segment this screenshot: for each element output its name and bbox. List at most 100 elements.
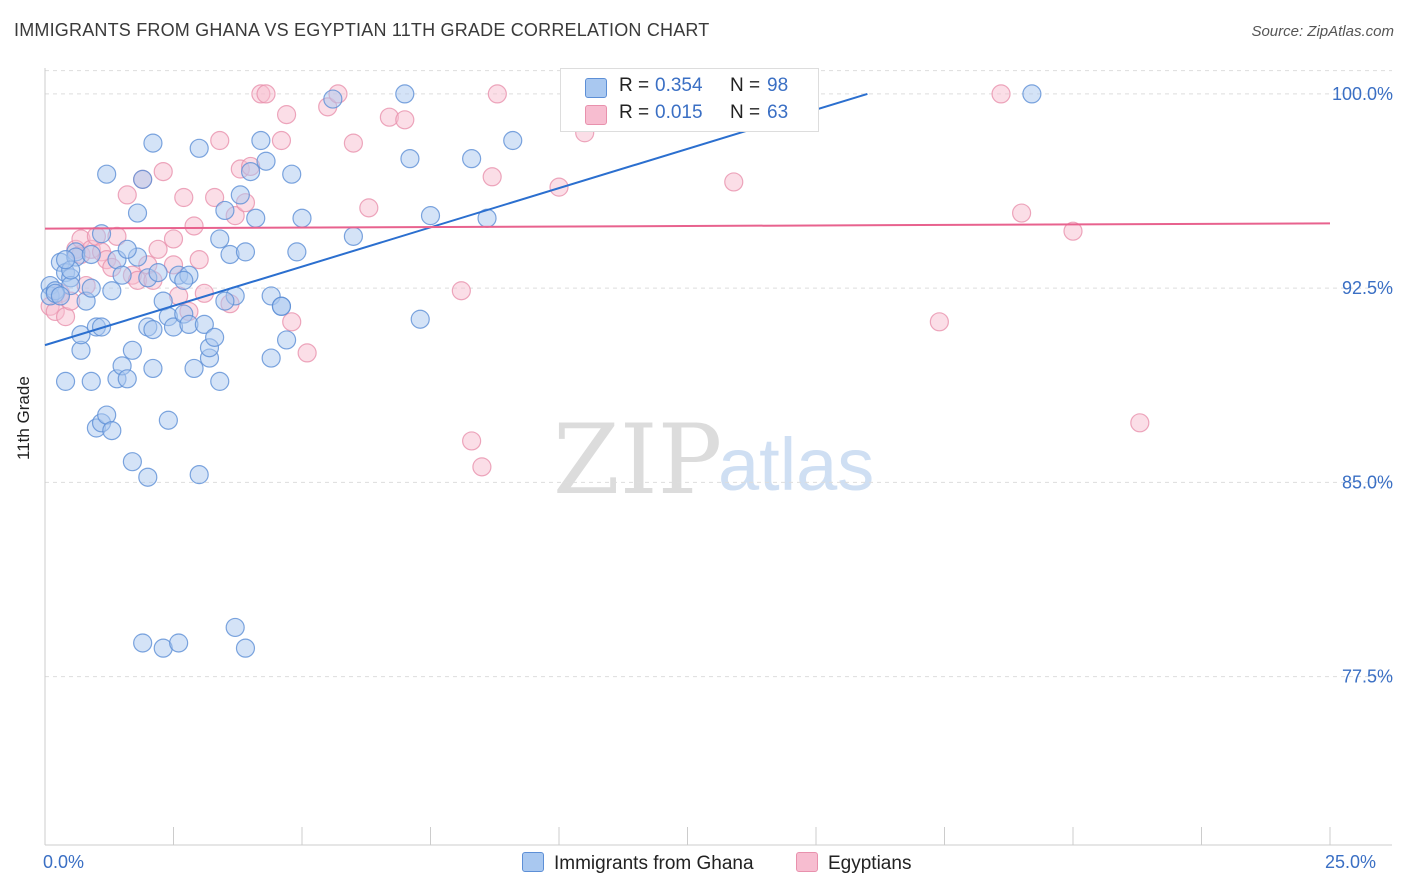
egyptians-point (482, 167, 502, 187)
egyptians-point (117, 185, 137, 205)
egyptians-point (343, 133, 363, 153)
watermark-atlas: atlas (718, 423, 874, 506)
ghana-point (81, 244, 101, 265)
ghana-point (235, 638, 256, 658)
ghana-point (174, 270, 194, 290)
ghana-point (323, 89, 343, 109)
egyptians-point (210, 130, 230, 151)
egyptians-point (1130, 413, 1150, 433)
ghana-point (189, 138, 209, 158)
ghana-point (50, 286, 71, 306)
bottom-ghana-label: Immigrants from Ghana (554, 853, 754, 874)
ghana-point (271, 296, 292, 316)
ghana-point (246, 208, 266, 228)
ghana-swatch (585, 78, 607, 98)
ghana-point (122, 452, 142, 472)
egyptians-point (1063, 221, 1083, 241)
ghana-r-value: 0.354 (655, 75, 703, 96)
ghana-point (462, 149, 482, 169)
ghana-r-label: R = (619, 75, 650, 96)
ghana-point (241, 162, 261, 182)
y-tick-label: 92.5% (1342, 278, 1393, 298)
zipatlas-watermark: ZIP atlas (553, 404, 874, 516)
ghana-trendline (44, 92, 868, 347)
ghana-point (210, 371, 230, 391)
y-tick-label: 77.5% (1342, 667, 1393, 687)
ghana-point (420, 206, 441, 226)
ghana-point (184, 358, 204, 379)
watermark-zip: ZIP (553, 404, 722, 516)
ghana-point (117, 369, 137, 389)
ghana-point (395, 84, 415, 104)
egyptians-point (148, 239, 168, 259)
ghana-point (133, 169, 153, 189)
ghana-point (251, 130, 271, 151)
ghana-point (205, 327, 225, 347)
ghana-point (169, 633, 189, 653)
egyptians-point (395, 110, 415, 130)
egyptians-point (462, 431, 482, 451)
egyptians-point (724, 172, 744, 192)
egyptians-point (929, 312, 949, 332)
egyptians-point (153, 162, 173, 182)
ghana-point (276, 330, 297, 350)
egyptians-point (282, 312, 302, 332)
ghana-point (189, 465, 209, 485)
ghana-point (292, 208, 312, 228)
egyptians-r-label: R = (619, 102, 650, 123)
ghana-point (503, 130, 523, 151)
egyptians-point (276, 105, 297, 125)
ghana-point (148, 263, 168, 283)
ghana-point (143, 319, 163, 340)
ghana-point (55, 371, 76, 391)
ghana-point (225, 617, 245, 638)
ghana-point (410, 309, 430, 329)
chart-title: IMMIGRANTS FROM GHANA VS EGYPTIAN 11TH G… (14, 20, 710, 40)
ghana-n-value: 98 (767, 75, 789, 96)
ghana-point (102, 421, 122, 441)
egyptians-point (991, 84, 1011, 104)
source-label: Source: ZipAtlas.com (1251, 23, 1394, 40)
ghana-point (210, 229, 230, 249)
ghana-point (215, 200, 235, 221)
egyptians-point (359, 198, 379, 218)
ghana-point (215, 291, 235, 311)
ghana-point (230, 185, 250, 205)
ghana-point (235, 242, 256, 262)
ghana-point (133, 633, 153, 653)
ghana-point (282, 164, 302, 184)
ghana-point (256, 151, 276, 171)
egyptians-point (163, 229, 184, 249)
ghana-point (122, 340, 142, 360)
ghana-point (97, 164, 117, 184)
egyptians-point (184, 216, 204, 236)
ghana-point (343, 226, 363, 246)
bottom-egyptians-label: Egyptians (828, 853, 912, 874)
ghana-point (287, 242, 307, 262)
egyptians-point (194, 283, 214, 303)
egyptians-point (297, 343, 317, 363)
egyptians-n-label: N = (730, 102, 761, 123)
ghana-point (143, 358, 163, 379)
ghana-point (127, 203, 148, 223)
ghana-point (143, 133, 163, 153)
x-tick-max: 25.0% (1325, 852, 1377, 872)
ghana-point (158, 410, 178, 430)
ghana-point (400, 149, 420, 169)
ghana-point (81, 371, 101, 391)
egyptians-n-value: 63 (767, 102, 789, 123)
egyptians-point (205, 187, 225, 208)
ghana-point (102, 281, 122, 301)
ghana-n-label: N = (730, 75, 761, 96)
ghana-point (261, 348, 281, 368)
egyptians-point (451, 281, 471, 301)
bottom-egyptians-swatch (796, 852, 818, 872)
ghana-point (81, 278, 101, 298)
egyptians-trendline (44, 222, 1331, 230)
ghana-point (194, 314, 214, 335)
egyptians-swatch (585, 105, 607, 125)
y-tick-label: 100.0% (1332, 84, 1393, 104)
ghana-point (112, 265, 132, 285)
bottom-ghana-swatch (522, 852, 544, 872)
